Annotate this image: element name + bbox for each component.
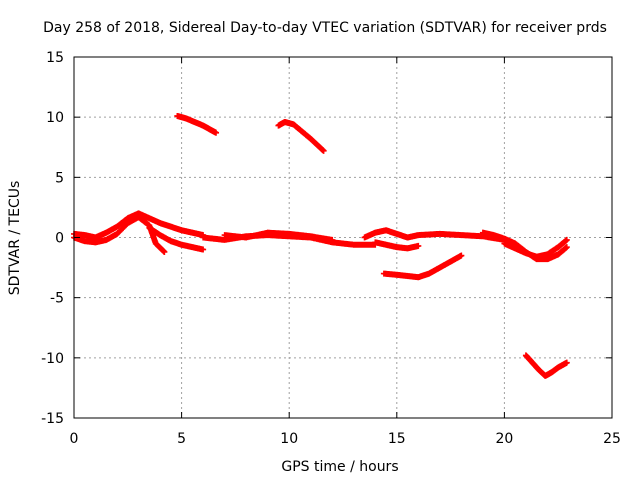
y-tick-label: -5 bbox=[50, 291, 64, 307]
y-axis-title: SDTVAR / TECUs bbox=[7, 181, 23, 296]
x-tick-label: 15 bbox=[388, 431, 406, 447]
ticks bbox=[73, 56, 613, 419]
x-tick-label: 20 bbox=[495, 431, 513, 447]
x-tick-label: 5 bbox=[177, 431, 186, 447]
y-tick-label: 15 bbox=[46, 50, 64, 66]
y-tick-label: 0 bbox=[55, 231, 64, 247]
data-marks bbox=[71, 112, 570, 379]
series-arc-6 bbox=[221, 229, 336, 243]
series-arc-8 bbox=[361, 227, 508, 243]
series-arc-13 bbox=[522, 352, 570, 379]
series-points bbox=[361, 227, 508, 243]
series-points bbox=[372, 239, 422, 252]
series-points bbox=[522, 352, 570, 379]
series-points bbox=[501, 236, 570, 260]
series-points bbox=[221, 229, 336, 243]
series-arc-7 bbox=[275, 118, 327, 154]
series-arc-9 bbox=[372, 239, 422, 252]
y-tick-labels: -15 -10 -5 0 5 10 15 bbox=[41, 50, 64, 427]
series-points bbox=[146, 224, 207, 253]
series-points bbox=[380, 252, 465, 281]
series-points bbox=[174, 112, 220, 136]
y-tick-label: 5 bbox=[55, 170, 64, 186]
y-tick-label: -10 bbox=[41, 351, 64, 367]
series-arc-3 bbox=[146, 224, 207, 253]
series-arc-10 bbox=[380, 252, 465, 281]
y-tick-label: -15 bbox=[41, 411, 64, 427]
x-tick-label: 10 bbox=[280, 431, 298, 447]
x-tick-label: 25 bbox=[603, 431, 621, 447]
chart-title: Day 258 of 2018, Sidereal Day-to-day VTE… bbox=[43, 20, 607, 36]
series-arc-12 bbox=[501, 236, 570, 260]
y-tick-label: 10 bbox=[46, 110, 64, 126]
x-axis-title: GPS time / hours bbox=[281, 459, 398, 475]
series-points bbox=[275, 118, 327, 154]
x-tick-labels: 0 5 10 15 20 25 bbox=[70, 431, 621, 447]
series-arc-4 bbox=[174, 112, 220, 136]
x-tick-label: 0 bbox=[70, 431, 79, 447]
